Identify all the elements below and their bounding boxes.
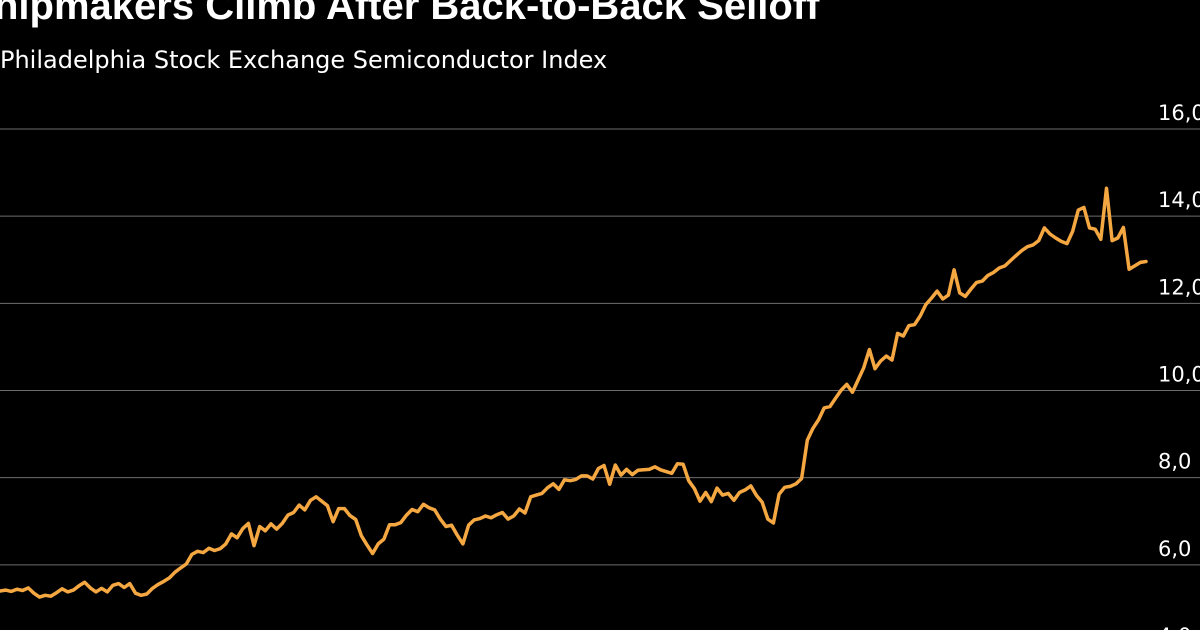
y-tick-label-10000: 10,0	[1158, 363, 1200, 387]
y-tick-label-6000: 6,0	[1158, 537, 1191, 561]
y-tick-label-14000: 14,0	[1158, 188, 1200, 212]
line-layer	[0, 186, 1148, 599]
tick-label-layer: 4,0 6,0 8,0 10,0 12,0 14,0 16,0	[1158, 101, 1200, 630]
page-title: hipmakers Climb After Back-to-Back Sello…	[0, 0, 820, 28]
y-tick-label-8000: 8,0	[1158, 450, 1191, 474]
y-tick-label-16000: 16,0	[1158, 101, 1200, 125]
y-tick-label-4000: 4,0	[1158, 624, 1191, 630]
y-tick-label-12000: 12,0	[1158, 275, 1200, 299]
grid-layer	[0, 128, 1200, 566]
page-subtitle: Philadelphia Stock Exchange Semiconducto…	[0, 46, 608, 74]
index-price-line	[0, 186, 1148, 599]
